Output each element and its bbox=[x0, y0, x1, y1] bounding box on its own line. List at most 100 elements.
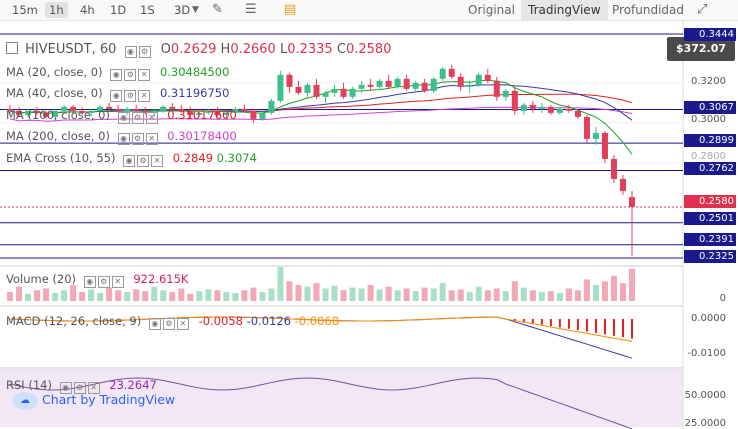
candle-body bbox=[601, 132, 608, 159]
ma200-line bbox=[9, 106, 633, 122]
high-value: 0.2660 bbox=[230, 42, 276, 57]
candle-body bbox=[178, 108, 185, 111]
ma20-legend: MA (20, close, 0) ◉ ⚙ ✕ 0.30484500 bbox=[6, 65, 230, 81]
ema-cross-buttons[interactable]: ◉ ⚙ ✕ bbox=[123, 152, 165, 167]
timeframe-1d[interactable]: 1D bbox=[110, 3, 127, 17]
macd-histogram-bar bbox=[594, 319, 597, 333]
timeframe-3d[interactable]: 3D bbox=[174, 3, 191, 17]
volume-bar bbox=[52, 292, 59, 301]
chart-canvas[interactable] bbox=[0, 21, 738, 429]
volume-bar bbox=[214, 290, 221, 301]
rsi-buttons[interactable]: ◉ ⚙ ✕ bbox=[59, 379, 102, 394]
volume-bar bbox=[304, 286, 311, 301]
open-value: 0.2629 bbox=[170, 42, 217, 57]
candle-body bbox=[151, 110, 158, 113]
candle-body bbox=[340, 88, 347, 97]
volume-bar bbox=[565, 288, 572, 301]
macd-value-1: -0.0058 bbox=[198, 314, 243, 328]
volume-bar bbox=[277, 267, 284, 301]
price-label-3: 0.2762 bbox=[684, 162, 736, 175]
ma20-value: 0.30484500 bbox=[159, 65, 230, 79]
timeframe-1h[interactable]: 1h bbox=[45, 2, 68, 18]
volume-bar bbox=[529, 290, 536, 301]
price-tick-2: 0.2800 bbox=[691, 151, 726, 162]
volume-bar bbox=[232, 292, 239, 301]
macd-buttons[interactable]: ◉ ⚙ ✕ bbox=[148, 315, 191, 330]
volume-bar bbox=[286, 281, 293, 301]
collapse-icon[interactable] bbox=[6, 42, 18, 54]
ma100-label: MA (100, close, 0) bbox=[6, 108, 110, 122]
candle-body bbox=[160, 106, 167, 111]
volume-value: 922.615K bbox=[133, 272, 189, 286]
tradingview-watermark[interactable]: ☁ Chart by TradingView bbox=[12, 389, 175, 411]
ma20-buttons[interactable]: ◉ ⚙ ✕ bbox=[110, 66, 152, 81]
macd-histogram-bar bbox=[567, 319, 570, 329]
candle-body bbox=[169, 106, 176, 109]
candle-body bbox=[538, 106, 545, 109]
candle-body bbox=[412, 82, 419, 89]
candle-body bbox=[367, 84, 374, 87]
macd-histogram-bar bbox=[621, 319, 624, 338]
candle-body bbox=[331, 88, 338, 93]
candle-body bbox=[133, 108, 140, 111]
main-legend: HIVEUSDT, 60 ◉ ⚙ O0.2629 H0.2660 L0.2335 … bbox=[6, 42, 391, 58]
volume-bar bbox=[70, 284, 77, 301]
chevron-down-icon[interactable]: ▼ bbox=[192, 5, 199, 15]
fullscreen-icon[interactable]: ⤢ bbox=[697, 2, 708, 17]
volume-bar bbox=[259, 292, 266, 301]
macd-histogram-bar bbox=[612, 319, 615, 336]
volume-bar bbox=[133, 289, 140, 301]
ema-cross-value-2: 0.3074 bbox=[216, 151, 257, 165]
volume-bar bbox=[196, 291, 203, 301]
mode-tradingview[interactable]: TradingView bbox=[521, 0, 608, 20]
candle-body bbox=[142, 110, 149, 113]
candle-body bbox=[25, 110, 32, 115]
mode-original[interactable]: Original bbox=[468, 3, 515, 17]
indicators-icon[interactable]: ☰ bbox=[245, 2, 257, 17]
timeframe-4h[interactable]: 4h bbox=[80, 3, 95, 17]
candle-body bbox=[187, 110, 194, 115]
candle-body bbox=[385, 80, 392, 87]
ma200-buttons[interactable]: ◉ ⚙ ✕ bbox=[117, 130, 160, 145]
volume-bar bbox=[205, 289, 212, 301]
mode-profundidad[interactable]: Profundidad bbox=[612, 3, 685, 17]
rsi-legend: RSI (14) ◉ ⚙ ✕ 23.2647 bbox=[6, 378, 157, 394]
candle-body bbox=[115, 108, 122, 111]
watermark-text: Chart by TradingView bbox=[42, 392, 176, 407]
ma40-line bbox=[9, 84, 633, 121]
volume-bar bbox=[538, 292, 545, 301]
volume-bar bbox=[619, 283, 626, 301]
volume-bar bbox=[43, 288, 50, 301]
notes-icon[interactable]: ▤ bbox=[284, 2, 297, 17]
macd-tick-1: -0.0100 bbox=[687, 348, 726, 359]
ma100-buttons[interactable]: ◉ ⚙ ✕ bbox=[117, 109, 160, 124]
volume-buttons[interactable]: ◉ ⚙ ✕ bbox=[83, 273, 126, 288]
price-tick-0: 0.3200 bbox=[691, 76, 726, 87]
macd-histogram-bar bbox=[531, 319, 534, 324]
candle-body bbox=[511, 90, 518, 111]
candle-body bbox=[61, 106, 68, 111]
macd-histogram-bar bbox=[549, 319, 552, 326]
candle-body bbox=[106, 106, 113, 109]
ma40-buttons[interactable]: ◉ ⚙ ✕ bbox=[110, 87, 152, 102]
candle-body bbox=[277, 74, 284, 101]
volume-bar bbox=[439, 283, 446, 301]
volume-bar bbox=[610, 275, 617, 301]
rsi-tick-1: 25.0000 bbox=[684, 418, 726, 429]
timeframe-1s[interactable]: 1S bbox=[140, 3, 155, 17]
macd-histogram-bar bbox=[585, 319, 588, 332]
volume-bar bbox=[421, 287, 428, 301]
timeframe-15m[interactable]: 15m bbox=[12, 3, 38, 17]
rsi-line bbox=[9, 377, 633, 429]
candle-body bbox=[214, 110, 221, 115]
price-label-4: 0.2580 bbox=[684, 195, 736, 208]
volume-bar bbox=[403, 288, 410, 301]
legend-buttons[interactable]: ◉ ⚙ bbox=[124, 44, 153, 58]
low-value: 0.2335 bbox=[287, 42, 333, 57]
volume-bar bbox=[322, 288, 329, 301]
pencil-icon[interactable]: ✎ bbox=[212, 2, 223, 17]
volume-bar bbox=[187, 293, 194, 301]
candle-body bbox=[421, 82, 428, 91]
candle-body bbox=[556, 108, 563, 113]
macd-tick-0: 0.0000 bbox=[691, 313, 726, 324]
